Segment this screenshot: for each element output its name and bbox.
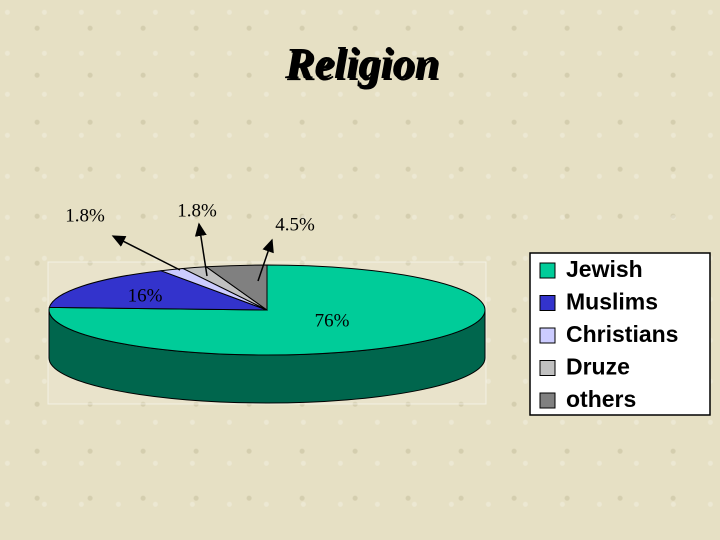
leader-line (111, 235, 181, 271)
data-label: 4.5% (275, 214, 315, 235)
legend-label: others (566, 386, 636, 412)
legend-label: Druze (566, 354, 630, 380)
data-label: 1.8% (177, 200, 217, 221)
legend-swatch (539, 392, 556, 409)
legend-box (529, 252, 711, 416)
legend-swatch (539, 327, 556, 344)
chart-title: Religion (284, 39, 439, 88)
leader-line (257, 238, 274, 282)
legend-swatch (539, 360, 556, 376)
legend-label: Muslims (566, 289, 658, 315)
data-label: 1.8% (65, 205, 105, 226)
slice (48, 270, 268, 311)
legend-swatch (539, 295, 556, 311)
title-shadow: Religion (286, 41, 441, 90)
legend-swatch (539, 262, 556, 279)
leader-line (194, 222, 208, 277)
legend-label: Christians (566, 321, 678, 347)
data-label: 16% (128, 285, 163, 306)
data-label: 76% (315, 310, 350, 331)
legend-label: Jewish (566, 256, 643, 282)
